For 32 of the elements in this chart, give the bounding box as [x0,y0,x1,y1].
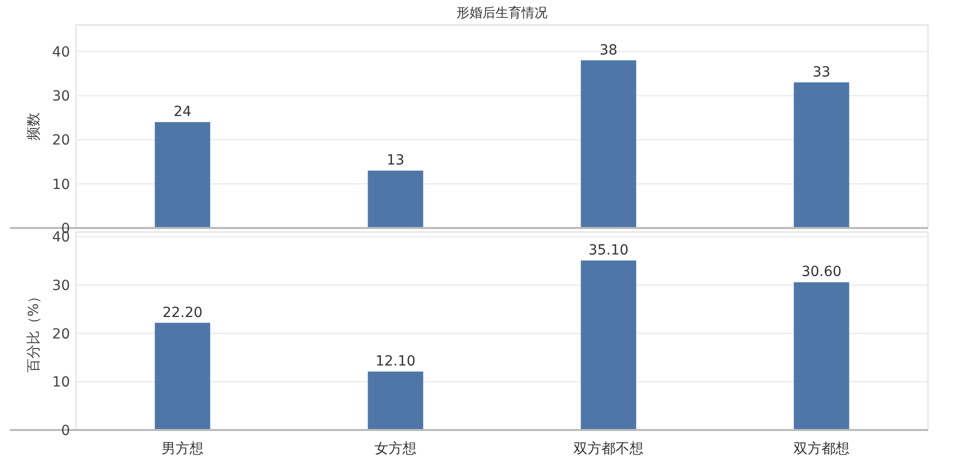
y-tick-label: 20 [52,326,70,342]
bar [794,82,850,228]
bar [154,122,210,228]
y-tick-label: 40 [52,44,70,60]
y-tick-label: 40 [52,230,70,246]
y-tick-label: 10 [52,176,70,193]
y-axis-title: 百分比（%） [26,289,42,373]
y-tick-label: 30 [52,88,70,105]
x-tick-label: 双方都想 [794,441,850,457]
data-label: 12.10 [375,354,416,370]
y-tick-label: 20 [52,132,70,149]
data-label: 13 [386,152,404,169]
bar [154,322,210,430]
x-tick-label: 女方想 [374,441,416,457]
y-tick-label: 10 [52,374,70,391]
data-label: 30.60 [801,264,842,280]
data-label: 33 [812,64,830,80]
bar [368,170,424,228]
bar [580,260,636,430]
y-tick-label: 30 [52,278,70,294]
bar [794,282,850,430]
bar [580,60,636,228]
data-label: 35.10 [588,242,629,258]
chart-title: 形婚后生育情况 [456,5,548,21]
data-label: 22.20 [162,304,203,321]
x-tick-label: 双方都不想 [574,441,644,457]
bar [368,372,424,430]
x-tick-label: 男方想 [162,441,204,457]
data-label: 38 [600,42,618,58]
y-axis-title: 频数 [26,112,42,140]
data-label: 24 [174,104,192,120]
y-tick-label: 0 [61,422,70,439]
